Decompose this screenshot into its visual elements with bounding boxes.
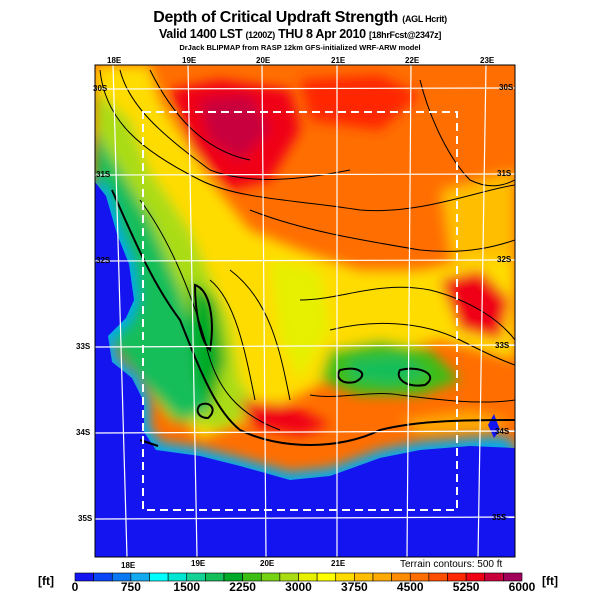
colorbar-unit-right: [ft] [542,574,558,588]
colorbar-swatch [260,572,281,582]
lat-label-left: 34S [76,428,91,437]
lat-label-left: 31S [96,170,111,179]
lat-label-right: 30S [499,83,514,92]
lat-label-left: 32S [96,256,111,265]
lon-label-bottom: 18E [121,561,136,570]
colorbar-swatch [372,572,392,582]
colorbar-tick-label: 3000 [285,580,312,594]
terrain-contour-note: Terrain contours: 500 ft [400,559,503,570]
colorbar-swatch [149,572,169,582]
lat-label-left: 33S [76,342,91,351]
inner-domain-box [142,111,458,511]
lat-label-right: 35S [492,513,507,522]
colorbar-swatch [93,572,113,582]
lon-label-top: 21E [331,56,346,65]
lon-label-top: 19E [182,56,197,65]
map-title: Depth of Critical Updraft Strength (AGL … [153,9,447,26]
colorbar-tick-label: 1500 [173,580,201,594]
lon-label-bottom: 21E [331,559,346,568]
colorbar-swatch [428,572,448,582]
colorbar-tick-label: 2250 [229,580,256,594]
colorbar-tick-label: 750 [120,580,141,594]
map-frame [94,64,516,558]
colorbar-swatch [503,572,523,582]
lon-label-bottom: 19E [191,559,206,568]
colorbar [74,572,523,582]
lon-label-bottom: 20E [260,559,275,568]
colorbar-swatch [205,572,225,582]
colorbar-tick-label: 4500 [396,580,424,594]
lat-label-left: 35S [78,514,93,523]
terrain-contours [99,69,515,447]
colorbar-tick-label: 3750 [341,580,368,594]
colorbar-unit-left: [ft] [38,574,54,588]
lat-label-right: 34S [495,427,510,436]
field-layer [95,65,515,557]
lat-label-right: 32S [497,255,512,264]
colorbar-tick-label: 5250 [452,580,480,594]
lon-label-top: 18E [107,56,122,65]
model-subtitle: DrJack BLIPMAP from RASP 12km GFS-initia… [179,43,421,52]
graticule [95,65,515,557]
colorbar-tick-label: 0 [71,580,79,594]
lon-label-top: 20E [256,56,271,65]
lat-label-right: 31S [497,169,512,178]
colorbar-tick-label: 6000 [508,580,536,594]
lon-label-top: 23E [480,56,495,65]
lon-label-top: 22E [405,56,420,65]
colorbar-swatch [316,572,337,582]
lat-label-left: 30S [93,84,108,93]
lat-label-right: 33S [495,341,510,350]
valid-time: Valid 1400 LST (1200Z) THU 8 Apr 2010 [1… [158,27,442,41]
colorbar-swatch [484,572,504,582]
